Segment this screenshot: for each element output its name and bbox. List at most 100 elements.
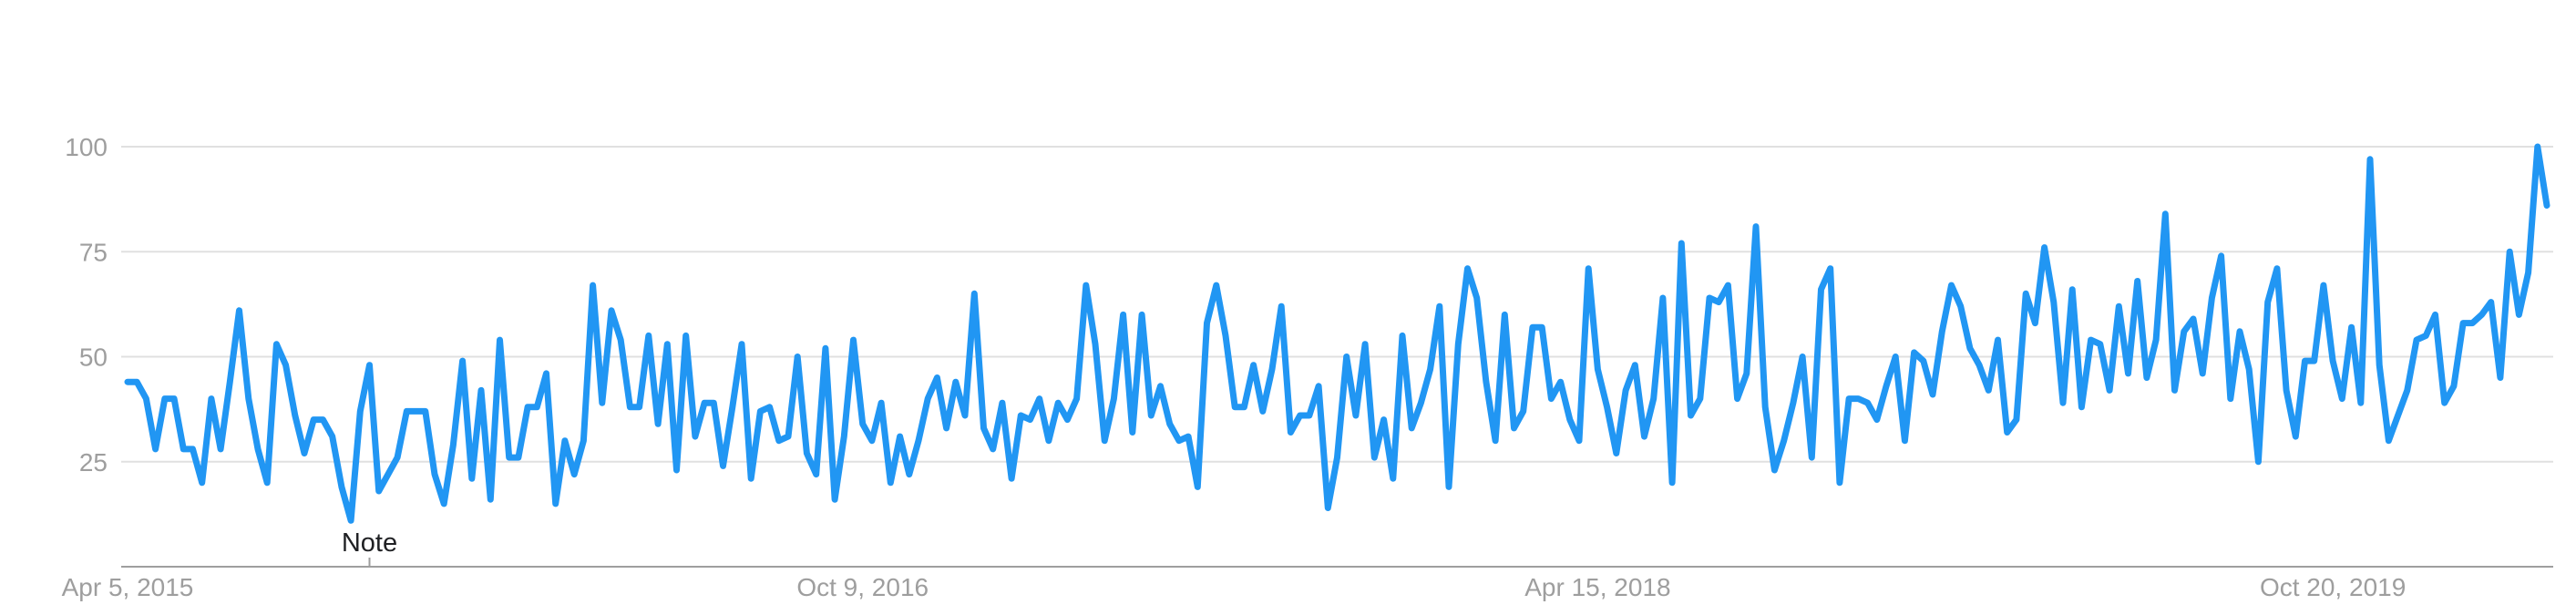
data-point <box>1129 429 1135 436</box>
data-point <box>1836 479 1842 486</box>
x-tick-label: Apr 5, 2015 <box>62 573 194 601</box>
data-point <box>943 425 949 431</box>
data-point <box>804 450 810 456</box>
data-point <box>1083 282 1089 289</box>
data-point <box>878 400 885 406</box>
data-point <box>1669 479 1676 486</box>
data-point <box>227 379 233 385</box>
data-point <box>2525 270 2531 276</box>
data-point <box>1623 387 1629 394</box>
data-point <box>525 404 531 410</box>
data-point <box>2423 333 2429 339</box>
data-point <box>1473 295 1480 301</box>
data-point <box>1036 395 1042 402</box>
data-point <box>459 358 466 364</box>
data-point <box>1493 437 1499 444</box>
data-point <box>2330 358 2336 364</box>
data-point <box>720 463 726 469</box>
data-point <box>2125 370 2131 376</box>
data-point <box>2367 156 2373 162</box>
data-point <box>534 404 540 410</box>
data-point <box>916 437 921 444</box>
data-point <box>320 416 326 423</box>
data-point <box>1520 408 1526 415</box>
data-point <box>2246 366 2253 373</box>
data-point <box>1986 387 1992 394</box>
data-point <box>1790 400 1796 406</box>
data-point <box>1948 282 1955 289</box>
data-point <box>2488 299 2494 305</box>
data-point <box>645 333 652 339</box>
data-point <box>199 479 205 486</box>
data-point <box>329 434 335 440</box>
data-point <box>1771 467 1778 473</box>
data-point <box>2032 320 2038 326</box>
data-point <box>1139 312 1145 318</box>
data-point <box>2302 358 2308 364</box>
data-point <box>161 395 168 402</box>
data-point <box>1809 455 1815 461</box>
data-point <box>1743 370 1750 376</box>
y-axis-ticks: 25 50 75 100 <box>65 133 108 477</box>
data-point <box>952 379 959 385</box>
data-point <box>1269 366 1275 373</box>
data-point <box>2544 202 2550 209</box>
data-point <box>468 476 475 482</box>
data-point <box>1893 354 1899 360</box>
data-point <box>1297 413 1303 418</box>
data-point <box>1873 416 1880 423</box>
data-point <box>1185 434 1192 440</box>
data-point <box>1659 295 1666 301</box>
data-point <box>2320 282 2326 289</box>
data-point <box>2348 324 2355 331</box>
data-point <box>1557 379 1564 385</box>
data-point <box>868 437 875 444</box>
data-point <box>2273 265 2280 272</box>
data-point <box>2534 144 2540 149</box>
data-point <box>2469 320 2476 326</box>
data-point <box>2134 278 2140 284</box>
data-point <box>2264 299 2271 305</box>
data-point <box>682 333 689 339</box>
note-annotation[interactable]: Note <box>342 528 397 567</box>
data-point <box>1855 395 1862 402</box>
data-point <box>2376 362 2383 368</box>
data-point <box>395 455 401 461</box>
data-point <box>2200 370 2206 376</box>
data-point <box>2050 299 2057 305</box>
data-point <box>1390 476 1396 482</box>
data-point <box>1195 484 1201 490</box>
data-point <box>273 341 280 347</box>
data-point <box>1939 328 1945 334</box>
data-point <box>245 395 251 402</box>
data-point <box>1716 299 1722 305</box>
data-point <box>2171 387 2178 394</box>
data-point <box>1148 413 1155 418</box>
data-point <box>1306 413 1312 418</box>
data-point <box>2311 358 2317 364</box>
data-point <box>1707 295 1712 301</box>
data-point <box>1827 265 1833 272</box>
data-point <box>134 379 140 385</box>
data-point <box>1343 354 1350 360</box>
data-point <box>599 400 605 406</box>
x-tick-label: Oct 20, 2019 <box>2260 573 2406 601</box>
data-point <box>180 446 187 452</box>
series-line-group <box>124 143 2550 524</box>
data-point <box>422 408 428 415</box>
data-point <box>1009 476 1015 482</box>
data-point <box>822 345 828 352</box>
data-point <box>1120 312 1126 318</box>
note-label[interactable]: Note <box>342 528 397 558</box>
series-points <box>125 144 2550 524</box>
data-point <box>1539 324 1545 331</box>
data-point <box>1800 354 1806 360</box>
data-point <box>2218 252 2224 259</box>
data-point <box>1586 265 1592 272</box>
data-point <box>785 434 791 440</box>
data-point <box>711 400 717 406</box>
y-tick-label: 75 <box>79 238 108 266</box>
data-point <box>1157 383 1164 389</box>
data-point <box>1846 395 1852 402</box>
x-tick-label: Oct 9, 2016 <box>796 573 929 601</box>
